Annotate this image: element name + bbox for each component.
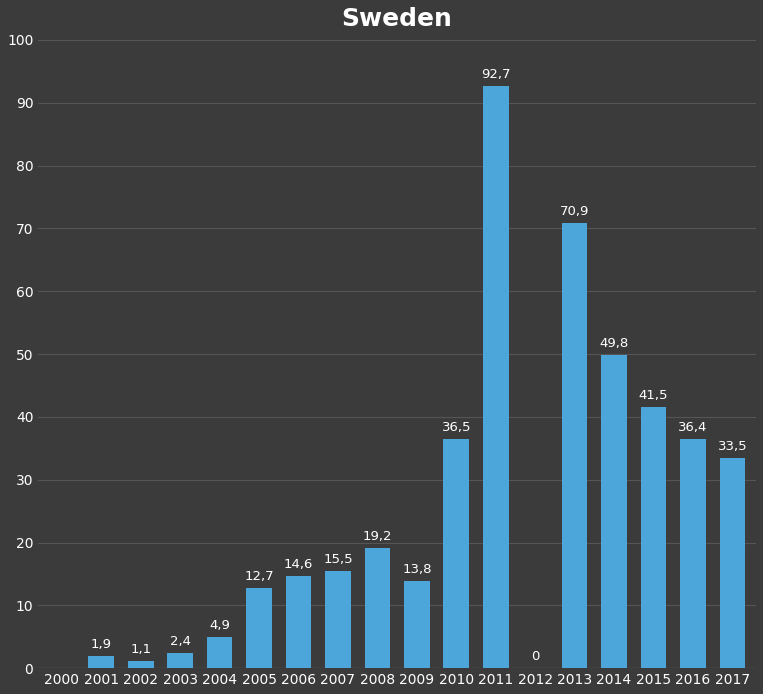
Bar [89,657,114,668]
Text: 1,9: 1,9 [91,638,112,651]
Bar [404,582,430,668]
Bar [641,407,666,668]
Bar [285,577,311,668]
Bar [167,653,193,668]
Bar [601,355,627,668]
Text: 33,5: 33,5 [717,440,747,452]
Text: 13,8: 13,8 [402,564,432,577]
Bar [325,570,351,668]
Text: 12,7: 12,7 [244,570,274,584]
Text: 36,4: 36,4 [678,421,707,434]
Text: 15,5: 15,5 [324,553,353,566]
Text: 1,1: 1,1 [130,643,151,657]
Text: 41,5: 41,5 [639,389,668,403]
Title: Sweden: Sweden [342,7,452,31]
Bar [720,458,745,668]
Text: 70,9: 70,9 [560,205,589,218]
Text: 36,5: 36,5 [442,421,471,434]
Text: 92,7: 92,7 [481,68,510,81]
Text: 49,8: 49,8 [600,337,629,350]
Bar [128,661,153,668]
Bar [483,85,509,668]
Text: 2,4: 2,4 [169,635,191,648]
Bar [562,223,588,668]
Text: 4,9: 4,9 [209,619,230,632]
Text: 0: 0 [531,650,539,663]
Bar [680,439,706,668]
Text: 19,2: 19,2 [362,530,392,543]
Bar [365,548,390,668]
Text: 14,6: 14,6 [284,559,313,571]
Bar [207,637,233,668]
Bar [246,589,272,668]
Bar [443,439,469,668]
